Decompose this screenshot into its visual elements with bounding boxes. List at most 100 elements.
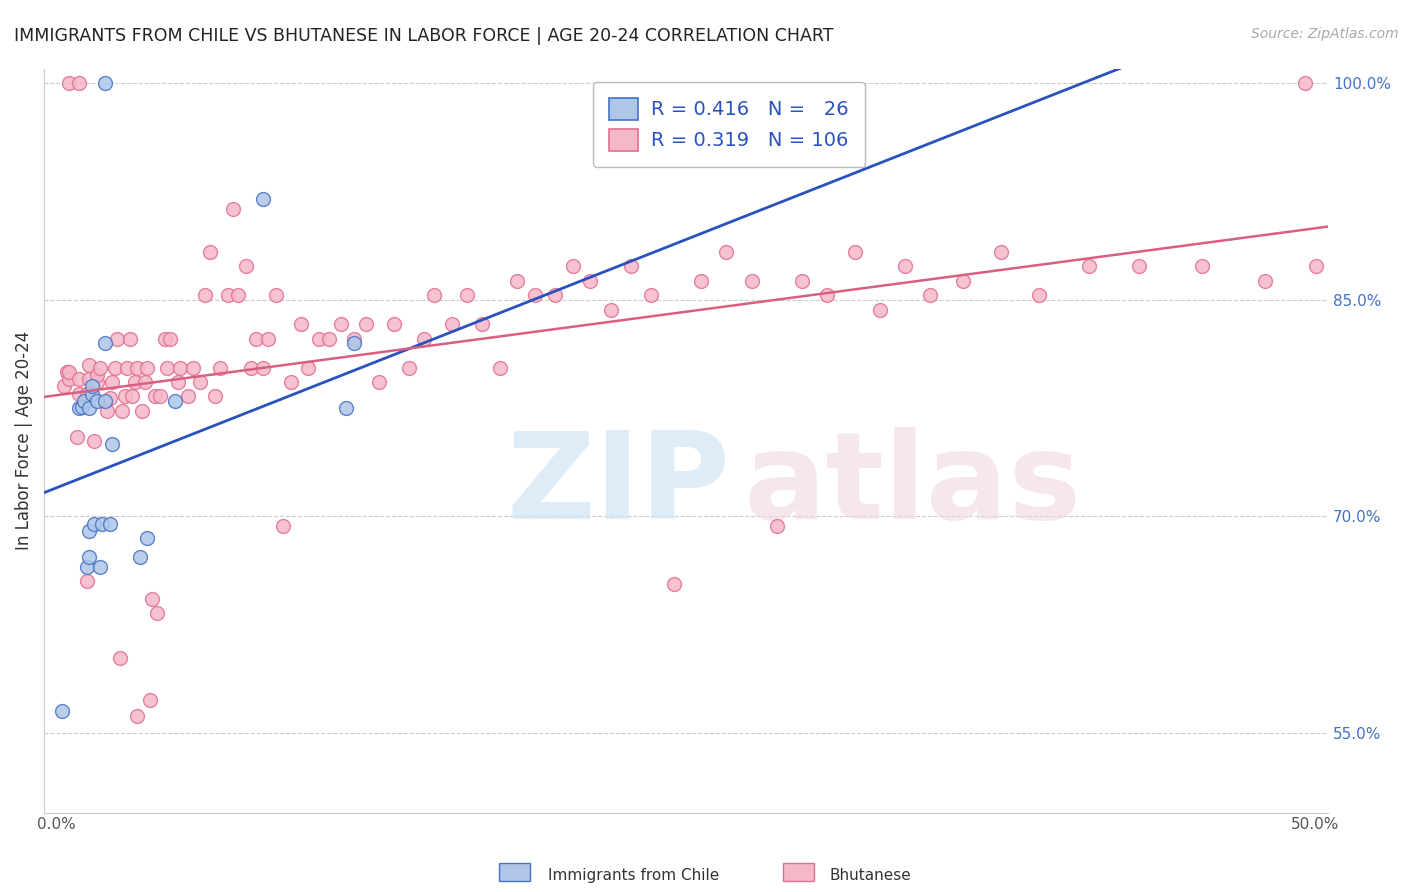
Point xyxy=(257,332,280,346)
Point xyxy=(471,317,494,331)
Point xyxy=(79,358,101,372)
Point xyxy=(308,332,330,346)
Point xyxy=(108,651,131,665)
Point xyxy=(79,372,101,386)
Point xyxy=(67,401,90,415)
Point xyxy=(620,260,643,274)
Point xyxy=(1305,260,1327,274)
Point xyxy=(86,393,108,408)
Point xyxy=(356,317,378,331)
Point xyxy=(139,693,162,707)
Point xyxy=(297,360,319,375)
Point xyxy=(413,332,436,346)
Point xyxy=(79,549,101,564)
Point xyxy=(544,288,567,302)
Point xyxy=(869,302,891,317)
Point xyxy=(111,404,134,418)
Point xyxy=(121,389,143,403)
Point xyxy=(1028,288,1050,302)
Point xyxy=(89,560,111,574)
Point xyxy=(1295,76,1317,90)
Point xyxy=(176,389,198,403)
Point xyxy=(271,519,294,533)
Point xyxy=(67,386,90,401)
Point xyxy=(93,336,115,351)
Point xyxy=(66,430,89,444)
Point xyxy=(105,332,128,346)
Point xyxy=(1254,274,1277,288)
Point xyxy=(488,360,510,375)
Point xyxy=(131,404,153,418)
Point xyxy=(136,531,159,545)
Text: Source: ZipAtlas.com: Source: ZipAtlas.com xyxy=(1251,27,1399,41)
Text: Immigrants from Chile: Immigrants from Chile xyxy=(548,868,720,883)
Point xyxy=(80,379,103,393)
Point xyxy=(89,360,111,375)
Point xyxy=(83,434,105,449)
Point xyxy=(58,365,80,379)
Point xyxy=(118,332,141,346)
Point xyxy=(149,389,172,403)
Point xyxy=(990,245,1012,260)
Point xyxy=(239,360,262,375)
Point xyxy=(86,368,108,382)
Point xyxy=(136,360,159,375)
Point xyxy=(335,401,357,415)
Point xyxy=(58,372,80,386)
Point xyxy=(156,360,179,375)
Point xyxy=(124,375,146,389)
Point xyxy=(790,274,813,288)
Point xyxy=(765,519,787,533)
Point xyxy=(343,336,366,351)
Point xyxy=(599,302,621,317)
Point xyxy=(343,332,366,346)
Point xyxy=(209,360,232,375)
Point xyxy=(93,393,115,408)
Point xyxy=(67,372,90,386)
Point xyxy=(166,375,188,389)
Point xyxy=(235,260,257,274)
Point xyxy=(98,516,121,531)
Point xyxy=(920,288,942,302)
Point xyxy=(143,389,166,403)
Text: Bhutanese: Bhutanese xyxy=(830,868,911,883)
Point xyxy=(204,389,226,403)
Point xyxy=(368,375,391,389)
Text: IMMIGRANTS FROM CHILE VS BHUTANESE IN LABOR FORCE | AGE 20-24 CORRELATION CHART: IMMIGRANTS FROM CHILE VS BHUTANESE IN LA… xyxy=(14,27,834,45)
Point xyxy=(252,192,274,206)
Point xyxy=(188,375,211,389)
Text: atlas: atlas xyxy=(744,426,1081,543)
Point xyxy=(290,317,312,331)
Point xyxy=(200,245,222,260)
Point xyxy=(91,516,114,531)
Point xyxy=(70,400,93,414)
Point xyxy=(506,274,529,288)
Point xyxy=(222,202,245,216)
Point xyxy=(76,560,98,574)
Point xyxy=(252,360,274,375)
Point xyxy=(79,401,101,415)
Point xyxy=(79,524,101,538)
Point xyxy=(104,360,127,375)
Point xyxy=(58,76,80,90)
Point xyxy=(524,288,547,302)
Point xyxy=(115,360,138,375)
Point xyxy=(456,288,478,302)
Point xyxy=(101,375,124,389)
Point xyxy=(153,332,176,346)
Point xyxy=(114,389,136,403)
Point xyxy=(815,288,838,302)
Point xyxy=(134,375,156,389)
Point xyxy=(318,332,340,346)
Point xyxy=(127,360,149,375)
Point xyxy=(217,288,239,302)
Point xyxy=(382,317,405,331)
Point xyxy=(280,375,302,389)
Point xyxy=(1128,260,1150,274)
Point xyxy=(51,705,73,719)
Bar xyxy=(783,863,814,881)
Legend: R = 0.416   N =   26, R = 0.319   N = 106: R = 0.416 N = 26, R = 0.319 N = 106 xyxy=(593,82,865,167)
Point xyxy=(127,708,149,723)
Point xyxy=(561,260,583,274)
Point xyxy=(264,288,287,302)
